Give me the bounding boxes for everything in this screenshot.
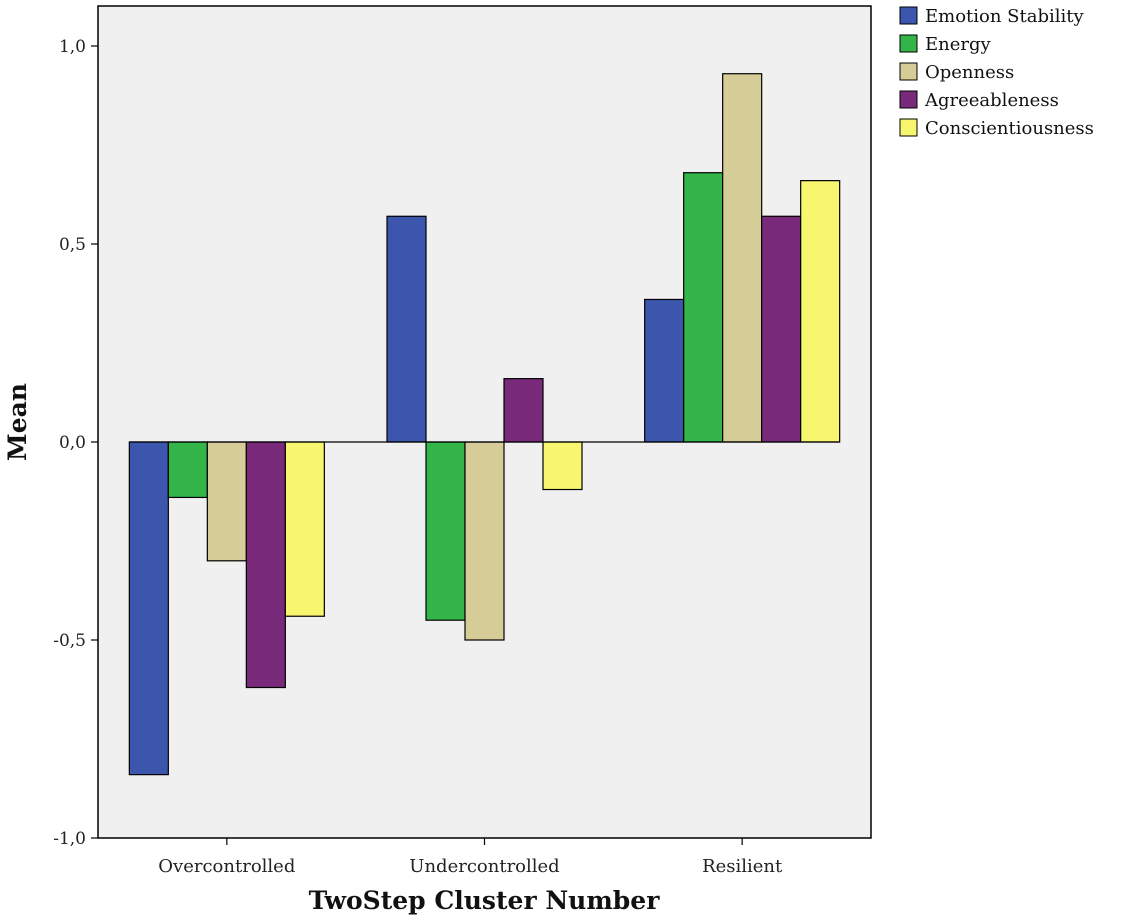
bar-energy-overcontrolled — [167, 441, 208, 499]
bar-conscientiousness-undercontrolled — [542, 441, 583, 491]
y-tick-label: 0,0 — [59, 433, 86, 453]
bars — [128, 73, 841, 776]
x-tick-label: Overcontrolled — [158, 856, 295, 877]
legend-label: Agreeableness — [924, 90, 1059, 111]
legend-label: Openness — [925, 62, 1014, 83]
legend-swatch-emotion-stability — [899, 6, 918, 25]
y-tick-label: -0,5 — [53, 631, 86, 651]
bar-energy-undercontrolled — [425, 441, 466, 621]
x-axis-ticks: Overcontrolled Undercontrolled Resilient — [158, 838, 783, 877]
y-axis-ticks: -1,0 -0,5 0,0 0,5 1,0 — [53, 37, 98, 849]
legend: Emotion Stability Energy Openness Agreeable… — [899, 6, 1094, 139]
x-tick-label: Resilient — [702, 856, 783, 877]
y-tick-label: 0,5 — [59, 235, 86, 255]
bar-energy-resilient — [683, 172, 724, 443]
bar-openness-undercontrolled — [464, 441, 505, 641]
y-axis-title: Mean — [3, 383, 32, 461]
bar-conscientiousness-overcontrolled — [284, 441, 325, 617]
bar-agreeableness-undercontrolled — [503, 378, 544, 443]
x-axis-title: TwoStep Cluster Number — [309, 886, 661, 915]
legend-label: Conscientiousness — [925, 118, 1094, 139]
bar-emotion-stability-overcontrolled — [128, 441, 169, 776]
y-tick-label: -1,0 — [53, 829, 86, 849]
bar-openness-overcontrolled — [206, 441, 247, 562]
legend-label: Energy — [925, 34, 992, 55]
bar-conscientiousness-resilient — [800, 180, 841, 443]
x-tick-label: Undercontrolled — [409, 856, 559, 877]
legend-swatch-openness — [899, 62, 918, 81]
bar-agreeableness-overcontrolled — [245, 441, 286, 689]
bar-emotion-stability-resilient — [644, 298, 685, 443]
legend-swatch-agreeableness — [899, 90, 918, 109]
legend-swatch-energy — [899, 34, 918, 53]
bar-openness-resilient — [722, 73, 763, 443]
legend-swatch-conscientiousness — [899, 118, 918, 137]
bar-emotion-stability-undercontrolled — [386, 215, 427, 443]
legend-label: Emotion Stability — [925, 6, 1085, 27]
y-tick-label: 1,0 — [59, 37, 86, 57]
bar-agreeableness-resilient — [761, 215, 802, 443]
